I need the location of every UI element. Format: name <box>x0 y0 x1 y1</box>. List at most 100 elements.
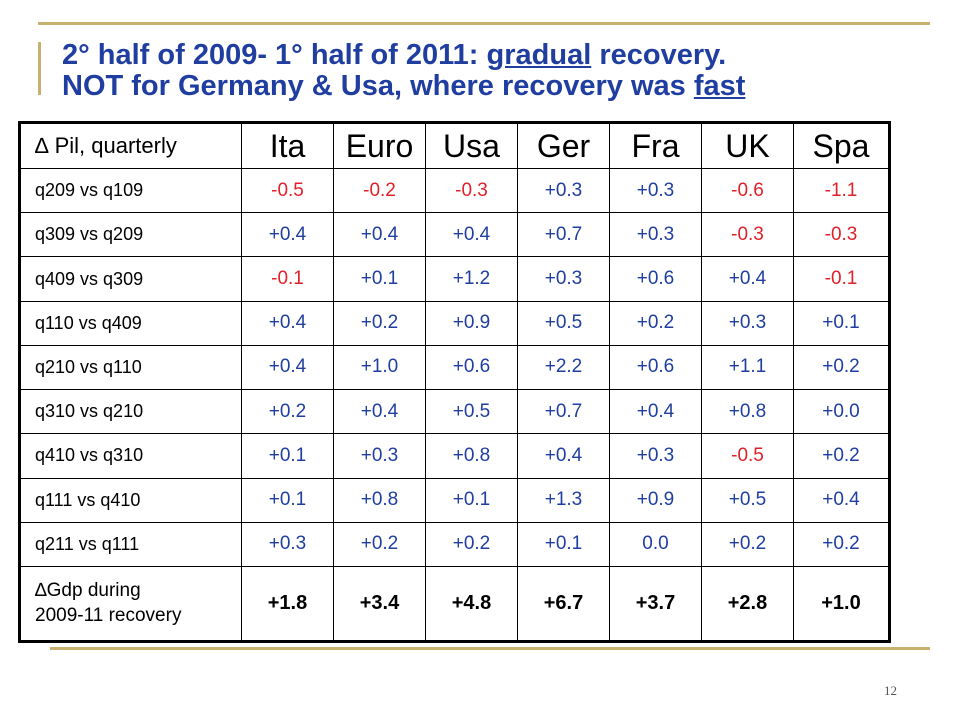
value-cell: +0.1 <box>425 477 518 523</box>
value-cell: +0.5 <box>701 477 794 523</box>
value-cell: -0.5 <box>701 433 794 479</box>
value-cell: +0.2 <box>333 521 426 567</box>
value-cell: -0.3 <box>701 212 794 258</box>
value-cell: +0.8 <box>701 389 794 435</box>
table-row: q209 vs q109 -0.5 -0.2 -0.3 +0.3 +0.3 -0.6 -1.1 <box>18 167 891 214</box>
row-label: q111 vs q410 <box>18 477 242 523</box>
value-cell: +0.8 <box>333 477 426 523</box>
row-label: q209 vs q109 <box>18 167 242 214</box>
value-cell: +2.2 <box>517 344 610 391</box>
top-rule <box>38 22 930 25</box>
value-cell: +0.2 <box>333 300 426 346</box>
total-value-cell: +1.8 <box>241 565 334 643</box>
value-cell: +0.4 <box>241 344 334 391</box>
value-cell: +0.6 <box>425 344 518 391</box>
total-value-cell: +1.0 <box>793 565 891 643</box>
value-cell: -0.3 <box>793 212 891 258</box>
value-cell: +0.4 <box>609 389 702 435</box>
row-label: q110 vs q409 <box>18 300 242 346</box>
table-header-row: ∆ Pil, quarterly Ita Euro Usa Ger Fra UK Spa <box>18 121 891 169</box>
value-cell: +0.9 <box>425 300 518 346</box>
total-value-cell: +3.7 <box>609 565 702 643</box>
value-cell: -0.2 <box>333 167 426 214</box>
value-cell: +0.3 <box>517 256 610 302</box>
value-cell: +1.0 <box>333 344 426 391</box>
total-value-cell: +4.8 <box>425 565 518 643</box>
header-cell-fra: Fra <box>609 121 702 169</box>
total-value-cell: +3.4 <box>333 565 426 643</box>
bottom-rule <box>50 647 930 650</box>
value-cell: +0.4 <box>425 212 518 258</box>
title-line-2-underlined: fast <box>693 70 746 102</box>
header-cell-usa: Usa <box>425 121 518 169</box>
value-cell: +0.0 <box>793 389 891 435</box>
value-cell: +0.3 <box>609 167 702 214</box>
value-cell: +0.2 <box>793 433 891 479</box>
title-line-1-underlined: gradual <box>486 39 592 71</box>
gdp-quarterly-table: ∆ Pil, quarterly Ita Euro Usa Ger Fra UK Spa q20… <box>18 121 891 643</box>
row-label: q310 vs q210 <box>18 389 242 435</box>
value-cell: +0.7 <box>517 389 610 435</box>
value-cell: +0.4 <box>701 256 794 302</box>
header-cell-euro: Euro <box>333 121 426 169</box>
title-line-2: NOT for Germany & Usa, where recovery wa… <box>62 71 922 102</box>
value-cell: +0.3 <box>241 521 334 567</box>
value-cell: +0.1 <box>793 300 891 346</box>
value-cell: +0.2 <box>425 521 518 567</box>
value-cell: +0.5 <box>425 389 518 435</box>
value-cell: +0.2 <box>241 389 334 435</box>
value-cell: +0.4 <box>241 300 334 346</box>
header-cell-ger: Ger <box>517 121 610 169</box>
table-row: q111 vs q410 +0.1 +0.8 +0.1 +1.3 +0.9 +0.5 +0.4 <box>18 477 891 523</box>
value-cell: +0.2 <box>793 521 891 567</box>
title-line-1: 2° half of 2009- 1° half of 2011: gradua… <box>62 40 922 71</box>
value-cell: -0.1 <box>241 256 334 302</box>
value-cell: +0.4 <box>517 433 610 479</box>
table-row: q410 vs q310 +0.1 +0.3 +0.8 +0.4 +0.3 -0.5 +0.2 <box>18 433 891 479</box>
total-row-label: ∆Gdp during 2009-11 recovery <box>18 565 242 643</box>
value-cell: +0.1 <box>517 521 610 567</box>
header-cell-uk: UK <box>701 121 794 169</box>
value-cell: +0.7 <box>517 212 610 258</box>
value-cell: +0.3 <box>609 212 702 258</box>
value-cell: +0.4 <box>333 212 426 258</box>
value-cell: +0.3 <box>609 433 702 479</box>
value-cell: +0.2 <box>793 344 891 391</box>
value-cell: -0.3 <box>425 167 518 214</box>
value-cell: +0.6 <box>609 256 702 302</box>
value-cell: +0.3 <box>517 167 610 214</box>
total-value-cell: +6.7 <box>517 565 610 643</box>
value-cell: 0.0 <box>609 521 702 567</box>
value-cell: +0.2 <box>609 300 702 346</box>
value-cell: -0.1 <box>793 256 891 302</box>
title-line-1-text-b: recovery. <box>591 39 727 71</box>
table-row: q310 vs q210 +0.2 +0.4 +0.5 +0.7 +0.4 +0.8 +0.0 <box>18 389 891 435</box>
value-cell: +0.4 <box>793 477 891 523</box>
table-row: q309 vs q209 +0.4 +0.4 +0.4 +0.7 +0.3 -0.3 -0.3 <box>18 212 891 258</box>
table-row: q211 vs q111 +0.3 +0.2 +0.2 +0.1 0.0 +0.2 +0.2 <box>18 521 891 567</box>
header-cell-ita: Ita <box>241 121 334 169</box>
row-label: q210 vs q110 <box>18 344 242 391</box>
value-cell: +0.8 <box>425 433 518 479</box>
title-line-1-text-a: 2° half of 2009- 1° half of 2011: <box>62 39 487 71</box>
value-cell: +1.1 <box>701 344 794 391</box>
total-value-cell: +2.8 <box>701 565 794 643</box>
slide-title: 2° half of 2009- 1° half of 2011: gradua… <box>62 40 922 102</box>
row-label: q410 vs q310 <box>18 433 242 479</box>
header-cell-metric: ∆ Pil, quarterly <box>18 121 242 169</box>
table-row: q210 vs q110 +0.4 +1.0 +0.6 +2.2 +0.6 +1.1 +0.2 <box>18 344 891 391</box>
total-label-line-1: ∆Gdp during <box>35 580 141 602</box>
value-cell: -0.5 <box>241 167 334 214</box>
total-row: ∆Gdp during 2009-11 recovery +1.8 +3.4 +4.8 +… <box>18 565 891 643</box>
value-cell: +0.4 <box>333 389 426 435</box>
value-cell: +0.1 <box>241 477 334 523</box>
value-cell: +0.3 <box>333 433 426 479</box>
value-cell: +0.6 <box>609 344 702 391</box>
value-cell: +0.9 <box>609 477 702 523</box>
table-row: q110 vs q409 +0.4 +0.2 +0.9 +0.5 +0.2 +0.3 +0.1 <box>18 300 891 346</box>
row-label: q309 vs q209 <box>18 212 242 258</box>
slide-number: 12 <box>884 683 897 698</box>
title-line-2-text-a: NOT for Germany & Usa, where recovery wa… <box>62 70 694 102</box>
value-cell: +0.1 <box>333 256 426 302</box>
value-cell: +1.2 <box>425 256 518 302</box>
